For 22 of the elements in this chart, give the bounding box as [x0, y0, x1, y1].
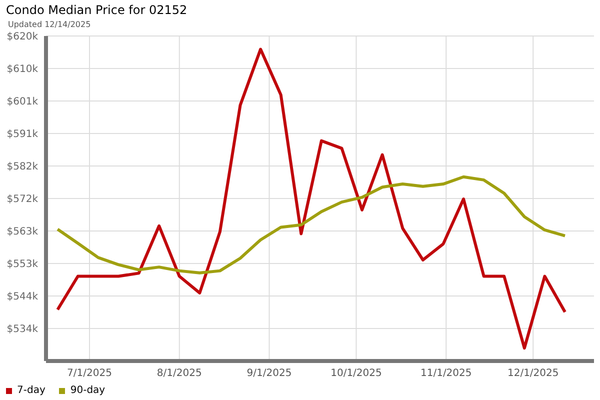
y-tick-label: $582k: [6, 162, 38, 173]
y-tick-label: $534k: [6, 324, 38, 336]
line-series: [56, 48, 567, 350]
line-series: [56, 175, 567, 274]
y-tick-label: $553k: [6, 259, 38, 270]
y-tick-label: $601k: [6, 96, 38, 108]
x-tick-label: 7/1/2025: [67, 368, 112, 380]
x-tick-label: 10/1/2025: [330, 368, 382, 380]
chart-subtitle: Updated 12/14/2025: [8, 20, 91, 29]
legend-label: 90-day: [69, 385, 106, 396]
chart-title: Condo Median Price for 02152: [6, 3, 188, 17]
y-tick-label: $563k: [6, 226, 38, 238]
x-tick-label: 9/1/2025: [246, 368, 292, 380]
y-tick-label: $572k: [6, 194, 38, 206]
x-tick-label: 11/1/2025: [420, 368, 472, 380]
y-tick-label: $591k: [6, 129, 38, 140]
legend-label: 7-day: [16, 385, 46, 396]
x-tick-label: 8/1/2025: [156, 368, 202, 380]
y-tick-label: $620k: [6, 32, 38, 43]
y-tick-label: $544k: [6, 292, 38, 303]
x-tick-label: 12/1/2025: [507, 368, 559, 380]
y-tick-label: $610k: [6, 64, 38, 76]
